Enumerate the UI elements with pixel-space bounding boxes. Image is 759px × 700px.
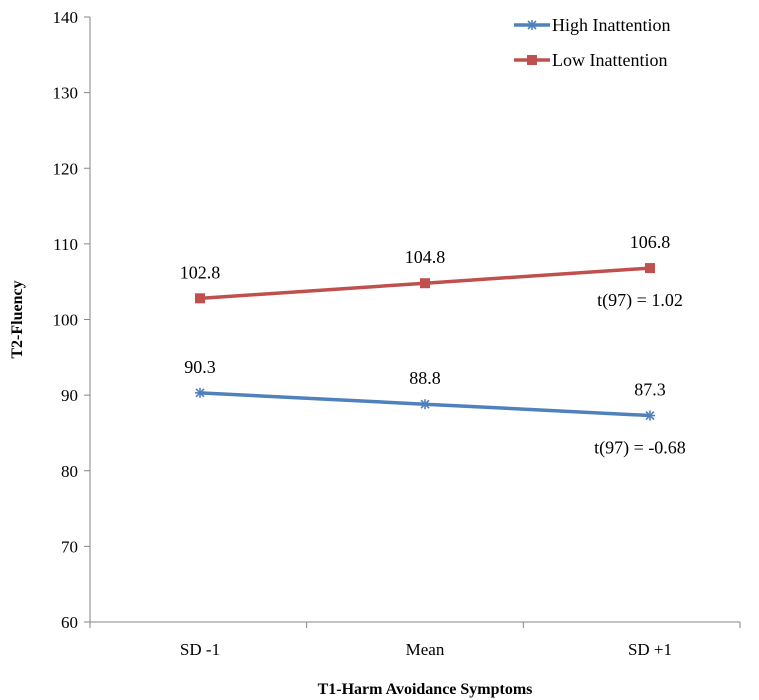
y-tick-label: 80 [61,462,78,481]
y-axis-ticks: 60 70 80 90 100 110 120 130 140 [53,8,90,632]
data-labels: 90.3 88.8 87.3 102.8 104.8 106.8 [180,232,671,399]
asterisk-marker [645,410,655,421]
legend-entry-label: Low Inattention [552,50,667,70]
square-marker [420,278,430,289]
legend: High Inattention Low Inattention [514,15,670,70]
square-marker [527,55,537,65]
data-label: 87.3 [634,380,666,400]
y-axis-title: T2-Fluency [9,280,26,358]
x-axis-ticks: SD -1 Mean SD +1 [89,622,741,659]
asterisk-marker [195,387,205,398]
y-tick-label: 140 [53,8,79,27]
data-label: 88.8 [409,368,441,388]
data-label: 102.8 [180,262,221,282]
x-tick-label: SD +1 [628,640,672,659]
y-tick-label: 130 [53,84,79,103]
y-tick-label: 120 [53,159,79,178]
y-tick-label: 110 [53,235,78,254]
y-tick-label: 60 [61,613,78,632]
annotation-label: t(97) = 1.02 [597,290,683,311]
x-tick-label: SD -1 [180,640,220,659]
y-tick-label: 90 [61,386,78,405]
data-label: 90.3 [184,357,216,377]
y-tick-label: 100 [53,311,79,330]
annotations: t(97) = 1.02 t(97) = -0.68 [594,290,686,458]
y-tick-label: 70 [61,537,78,556]
data-label: 104.8 [405,247,446,267]
data-label: 106.8 [630,232,671,252]
x-axis-title: T1-Harm Avoidance Symptoms [318,681,533,698]
asterisk-marker [420,399,430,410]
annotation-label: t(97) = -0.68 [594,438,686,459]
x-tick-label: Mean [406,640,445,659]
axes [89,17,740,623]
square-marker [645,263,655,274]
series-layer [195,263,655,421]
legend-entry-label: High Inattention [552,15,670,35]
asterisk-marker [527,20,537,30]
square-marker [195,293,205,304]
